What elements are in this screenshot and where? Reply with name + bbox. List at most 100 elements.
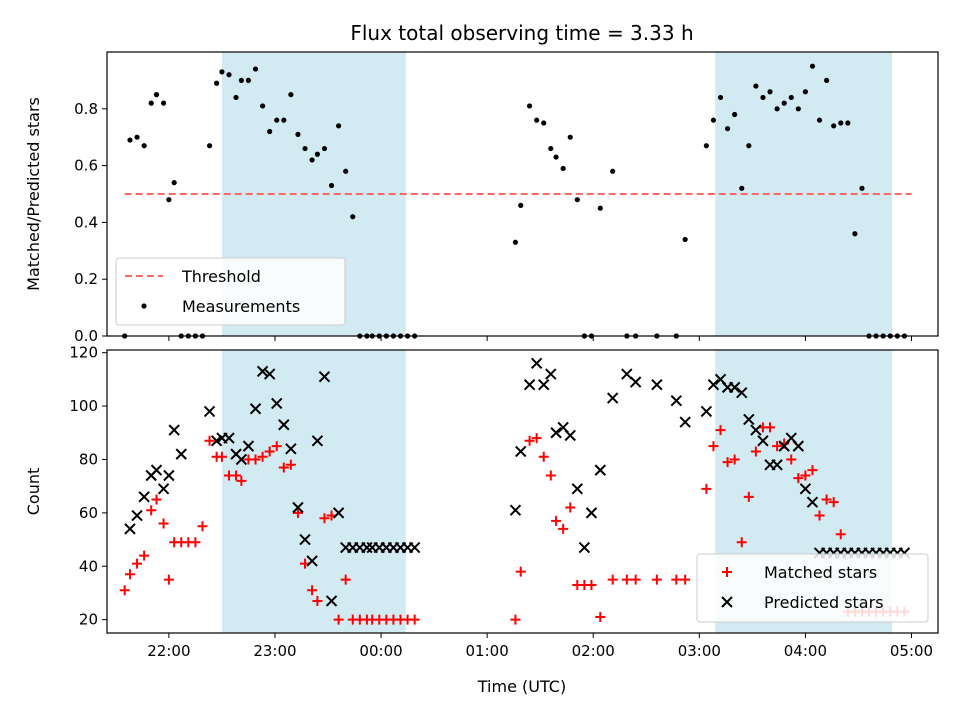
predicted-point (550, 427, 562, 439)
measurement-point (560, 165, 566, 172)
measurement-point (252, 66, 259, 72)
predicted-point (571, 483, 584, 495)
measurement-point (710, 117, 717, 123)
measurement-point (134, 134, 140, 140)
matched-point (772, 441, 783, 452)
matched-point (278, 462, 289, 473)
measurement-point (295, 131, 301, 137)
predicted-point (594, 464, 607, 476)
matched-point (236, 475, 247, 486)
legend-matched-swatch (722, 567, 732, 577)
measurement-point (788, 94, 794, 101)
measurement-point (336, 123, 342, 129)
predicted-point (278, 419, 290, 431)
x-tick-label: 23:00 (253, 642, 296, 660)
matched-point (409, 614, 420, 625)
x-axis-label: Time (UTC) (477, 677, 566, 696)
y-tick-label: 40 (79, 557, 98, 575)
matched-point (216, 451, 227, 462)
measurement-point (526, 103, 533, 109)
predicted-point (131, 509, 143, 522)
matched-point (197, 521, 208, 532)
matched-point (821, 494, 832, 505)
matched-point (807, 465, 818, 476)
measurement-point (127, 137, 133, 143)
predicted-point (168, 424, 180, 436)
y-tick-label: 0.4 (74, 213, 98, 231)
measurement-point (141, 143, 147, 149)
legend-measurement-label: Measurements (182, 297, 300, 316)
y-tick-label: 80 (79, 450, 98, 468)
predicted-point (318, 370, 331, 383)
matched-point (793, 473, 804, 484)
predicted-point (509, 504, 522, 516)
matched-point (132, 558, 143, 569)
x-tick-label: 02:00 (572, 642, 615, 660)
matched-point (151, 494, 162, 505)
matched-point (586, 579, 597, 590)
measurement-point (512, 239, 519, 245)
predicted-point (175, 448, 187, 460)
matched-point (257, 451, 268, 462)
measurement-point (732, 111, 738, 118)
measurement-point (226, 72, 232, 78)
measurement-point (574, 197, 580, 203)
matched-point (736, 537, 747, 548)
series-measurements (122, 63, 908, 339)
matched-point (231, 470, 242, 481)
measurement-point (206, 143, 213, 149)
legend-box (696, 553, 929, 623)
matched-point (765, 422, 776, 433)
predicted-point (523, 379, 536, 391)
measurement-point (309, 157, 315, 163)
matched-point (722, 457, 733, 468)
legend-predicted-swatch (721, 596, 733, 608)
measurement-point (831, 123, 837, 129)
measurement-point (767, 89, 773, 95)
predicted-point (728, 381, 741, 394)
predicted-point (792, 440, 805, 452)
y-tick-label: 0.2 (74, 270, 98, 288)
matched-point (333, 614, 344, 625)
measurement-point (809, 63, 816, 69)
predicted-point (124, 523, 136, 535)
matched-point (701, 483, 712, 494)
matched-point (828, 497, 839, 508)
matched-point (565, 502, 576, 513)
predicted-point (235, 453, 248, 466)
predicted-point (242, 440, 255, 452)
legend-threshold-label: Threshold (181, 267, 261, 286)
predicted-point (408, 541, 421, 554)
predicted-point (515, 445, 527, 458)
measurement-point (281, 117, 287, 123)
matched-point (743, 491, 754, 502)
matched-point (158, 518, 169, 529)
matched-point (835, 529, 846, 540)
matched-point (139, 550, 150, 561)
measurement-point (288, 92, 294, 98)
matched-point (510, 614, 521, 625)
matched-point (515, 566, 526, 577)
matched-point (558, 523, 569, 534)
predicted-point (621, 368, 633, 380)
matched-point (708, 441, 719, 452)
legend-matched-label: Matched stars (764, 563, 877, 582)
matched-point (715, 425, 726, 436)
matched-point (630, 574, 641, 585)
measurement-point (238, 77, 244, 83)
y-tick-label: 100 (69, 397, 98, 415)
measurement-point (548, 145, 554, 152)
predicted-point (138, 491, 150, 503)
measurement-point (148, 100, 154, 106)
measurement-point (838, 120, 844, 126)
x-tick-label: 05:00 (890, 642, 933, 660)
measurement-point (214, 80, 220, 86)
measurement-point (717, 94, 724, 101)
matched-point (531, 433, 542, 444)
matched-point (307, 585, 318, 596)
predicted-point (545, 368, 557, 380)
axes-frame (106, 51, 939, 337)
y-tick-label: 20 (79, 611, 98, 629)
matched-point (264, 446, 275, 457)
matched-point (271, 441, 282, 452)
